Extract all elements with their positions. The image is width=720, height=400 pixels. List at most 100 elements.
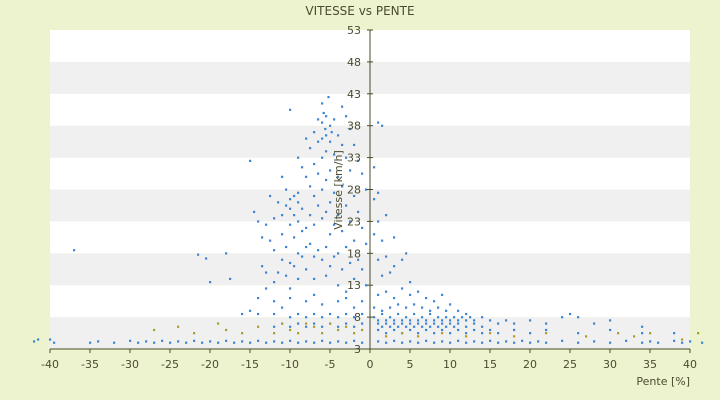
scatter-point [373,233,376,236]
scatter-point [425,339,428,342]
scatter-point [545,332,548,335]
scatter-point [265,341,268,344]
scatter-point [193,332,196,335]
scatter-point [53,341,56,344]
scatter-point [325,150,328,153]
scatter-point [345,296,348,300]
scatter-point [229,277,232,281]
scatter-point [297,220,300,223]
scatter-point [405,325,408,328]
scatter-point [161,339,164,342]
scatter-point [433,332,436,335]
x-tick-label: 35 [643,358,657,371]
scatter-point [389,316,392,319]
scatter-point [253,210,256,214]
scatter-point [305,137,308,140]
scatter-point [317,204,320,207]
scatter-point [225,339,228,342]
scatter-point [329,233,332,236]
scatter-point [393,328,396,332]
scatter-point [309,242,312,245]
scatter-point [289,325,292,328]
scatter-point [265,223,268,226]
scatter-point [353,194,356,198]
scatter-point [365,284,368,287]
scatter-point [409,322,412,325]
scatter-point [333,223,336,226]
scatter-point [561,339,564,342]
scatter-point [273,340,276,343]
scatter-point [241,312,244,316]
scatter-point [489,328,492,332]
scatter-point [217,341,220,344]
scatter-point [453,325,456,328]
scatter-point [377,121,380,124]
scatter-point [401,258,404,261]
scatter-point [321,121,324,124]
scatter-point [449,332,452,335]
scatter-point [313,277,316,281]
scatter-point [313,341,316,344]
scatter-point [297,341,300,344]
scatter-point [281,341,284,344]
scatter-point [349,220,352,223]
scatter-point [281,233,284,236]
scatter-point [327,95,330,99]
scatter-point [337,134,340,137]
scatter-point [177,340,180,343]
scatter-point [289,339,292,342]
scatter-point [513,335,516,338]
scatter-point [289,296,292,300]
scatter-point [305,245,308,249]
scatter-point [313,162,316,166]
scatter-point [33,340,36,343]
scatter-point [385,214,388,217]
scatter-point [325,210,328,214]
y-tick-label: 38 [347,120,361,133]
scatter-point [193,339,196,342]
scatter-point [297,191,300,194]
scatter-point [281,322,284,325]
scatter-point [217,322,220,325]
scatter-point [385,319,388,322]
scatter-point [353,143,356,147]
scatter-point [585,335,588,338]
scatter-point [617,332,620,335]
scatter-point [513,322,516,325]
scatter-point [445,309,448,312]
scatter-point [297,201,300,204]
scatter-point [593,340,596,343]
scatter-point [593,322,596,325]
scatter-point [265,271,268,274]
scatter-point [297,156,300,159]
scatter-point [233,341,236,344]
scatter-point [241,340,244,343]
scatter-point [473,322,476,325]
scatter-point [529,319,532,322]
scatter-point [329,201,332,204]
scatter-point [349,261,352,265]
scatter-point [377,220,380,223]
scatter-point [325,134,328,137]
x-tick-label: -20 [201,358,219,371]
data-points [33,95,704,344]
scatter-point [341,229,344,233]
scatter-point [421,316,424,319]
scatter-point [305,175,308,178]
scatter-point [397,303,400,306]
scatter-point [285,188,288,191]
scatter-point [205,257,208,260]
scatter-point [305,226,308,229]
scatter-point [289,287,292,290]
scatter-point [265,287,268,290]
scatter-point [209,281,212,284]
scatter-point [197,253,200,256]
scatter-point [545,341,548,344]
scatter-point [405,252,408,255]
scatter-point [361,300,364,303]
scatter-point [321,156,324,159]
scatter-point [409,319,412,322]
scatter-point [449,341,452,344]
scatter-point [377,340,380,343]
chart-title: VITESSE vs PENTE [305,4,414,18]
